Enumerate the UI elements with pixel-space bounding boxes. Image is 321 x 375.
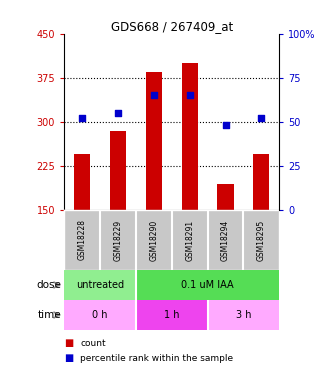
Bar (136, 300, 208, 330)
Text: 1 h: 1 h (164, 310, 179, 320)
Text: GSM18291: GSM18291 (185, 219, 194, 261)
Point (223, 122, 228, 128)
Bar (182, 63, 198, 210)
Point (116, 110, 121, 116)
Bar (136, 270, 279, 300)
Title: GDS668 / 267409_at: GDS668 / 267409_at (111, 20, 233, 33)
Text: GSM18294: GSM18294 (221, 219, 230, 261)
Text: time: time (37, 310, 61, 320)
Text: GSM18290: GSM18290 (149, 219, 158, 261)
Text: 0.1 uM IAA: 0.1 uM IAA (181, 280, 234, 290)
Text: 0 h: 0 h (92, 310, 108, 320)
Bar (110, 131, 126, 210)
Text: 3 h: 3 h (236, 310, 251, 320)
Bar (64, 300, 136, 330)
Text: ■: ■ (64, 353, 74, 363)
Bar (64, 270, 136, 300)
Text: GSM18229: GSM18229 (113, 219, 123, 261)
Bar (74, 154, 90, 210)
Point (80, 116, 85, 122)
Point (187, 93, 192, 99)
Text: count: count (80, 339, 106, 348)
Text: untreated: untreated (76, 280, 124, 290)
Bar (253, 154, 269, 210)
Bar (208, 300, 279, 330)
Text: ■: ■ (64, 338, 74, 348)
Text: percentile rank within the sample: percentile rank within the sample (80, 354, 233, 363)
Point (151, 93, 156, 99)
Bar (217, 184, 234, 210)
Text: GSM18295: GSM18295 (257, 219, 266, 261)
Text: dose: dose (36, 280, 61, 290)
Text: GSM18228: GSM18228 (78, 219, 87, 261)
Bar (146, 72, 162, 210)
Point (259, 116, 264, 122)
